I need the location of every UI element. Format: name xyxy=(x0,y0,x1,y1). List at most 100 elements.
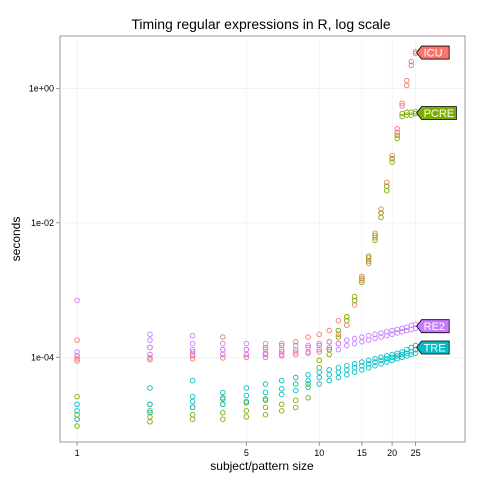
point-tre xyxy=(220,389,226,396)
point-tre xyxy=(378,354,384,361)
point-tre xyxy=(243,392,250,399)
point-pcre xyxy=(305,381,311,387)
point-tre xyxy=(262,381,269,387)
point-tre xyxy=(412,350,419,356)
point-tre xyxy=(74,416,80,422)
label-text-re2: RE2 xyxy=(424,321,445,333)
point-tre xyxy=(394,353,400,359)
point-re2 xyxy=(359,339,365,345)
point-tre xyxy=(365,357,372,364)
point-re2 xyxy=(189,351,196,358)
chart-title: Timing regular expressions in R, log sca… xyxy=(131,16,391,32)
label-tag-icu xyxy=(416,45,450,60)
point-tre xyxy=(305,372,311,378)
point-pcre xyxy=(378,210,384,216)
point-re2 xyxy=(243,340,250,347)
point-re2 xyxy=(394,330,400,336)
point-tre xyxy=(316,381,322,387)
point-icu xyxy=(305,334,311,340)
point-re2 xyxy=(189,332,196,339)
point-tre xyxy=(372,356,378,362)
point-re2 xyxy=(316,340,322,347)
point-icu xyxy=(359,277,365,283)
data-points xyxy=(74,48,419,429)
label-text-pcre: PCRE xyxy=(424,108,455,120)
point-icu xyxy=(335,317,342,324)
point-pcre xyxy=(243,408,250,414)
point-pcre xyxy=(262,404,269,411)
point-pcre xyxy=(383,183,390,189)
point-icu xyxy=(326,327,332,334)
point-pcre xyxy=(372,232,378,239)
x-axis-title: subject/pattern size xyxy=(210,459,314,473)
point-tre xyxy=(147,409,153,416)
point-re2 xyxy=(305,342,311,349)
point-tre xyxy=(404,346,410,353)
label-icu: ICU xyxy=(416,45,450,60)
point-re2 xyxy=(74,297,80,304)
point-pcre xyxy=(344,317,350,324)
point-tre xyxy=(262,396,269,402)
point-re2 xyxy=(278,340,285,347)
point-re2 xyxy=(293,349,299,355)
point-icu xyxy=(365,260,372,267)
point-tre xyxy=(389,357,395,364)
point-tre xyxy=(372,362,378,369)
point-icu xyxy=(74,337,80,343)
point-re2 xyxy=(278,351,285,358)
point-re2 xyxy=(351,340,358,347)
label-text-tre: TRE xyxy=(424,342,446,354)
point-pcre xyxy=(359,275,365,281)
point-icu xyxy=(378,206,384,212)
point-re2 xyxy=(394,326,400,333)
label-tag-tre xyxy=(416,340,450,355)
point-icu xyxy=(394,126,400,132)
point-pcre xyxy=(351,293,358,300)
point-tre xyxy=(394,350,400,356)
point-re2 xyxy=(335,340,342,347)
point-icu xyxy=(389,152,395,159)
point-icu xyxy=(394,129,400,136)
point-icu xyxy=(383,179,390,186)
point-tre xyxy=(74,408,80,414)
point-tre xyxy=(189,393,196,400)
point-tre xyxy=(372,359,378,365)
point-tre xyxy=(74,401,80,408)
x-tick-label: 10 xyxy=(314,448,324,458)
point-tre xyxy=(359,362,365,369)
point-icu xyxy=(399,100,405,106)
point-re2 xyxy=(262,351,269,358)
point-tre xyxy=(351,361,358,367)
point-re2 xyxy=(147,331,153,338)
point-re2 xyxy=(389,327,395,334)
point-tre xyxy=(278,391,285,398)
point-pcre xyxy=(389,155,395,162)
point-pcre xyxy=(389,159,395,165)
point-icu xyxy=(372,230,378,236)
point-re2 xyxy=(378,330,384,336)
label-tag-re2 xyxy=(416,319,450,334)
point-pcre xyxy=(293,397,299,403)
point-tre xyxy=(326,367,332,373)
point-tre xyxy=(262,389,269,396)
point-icu xyxy=(147,356,153,363)
point-pcre xyxy=(394,132,400,139)
point-pcre xyxy=(351,297,358,304)
point-re2 xyxy=(220,351,226,358)
point-tre xyxy=(378,357,384,364)
point-pcre xyxy=(326,346,332,353)
point-pcre xyxy=(74,423,80,429)
point-tre xyxy=(316,369,322,375)
label-tre: TRE xyxy=(416,340,450,355)
x-tick-label: 20 xyxy=(387,448,397,458)
x-tick-label: 1 xyxy=(75,448,80,458)
label-tag-pcre xyxy=(416,106,457,120)
point-tre xyxy=(316,374,322,381)
series-labels: ICU PCRE RE2 TRE xyxy=(416,45,457,355)
point-icu xyxy=(74,358,80,364)
x-tick-label: 25 xyxy=(411,448,421,458)
point-tre xyxy=(389,354,395,361)
x-tick-label: 15 xyxy=(357,448,367,458)
point-re2 xyxy=(305,349,311,355)
